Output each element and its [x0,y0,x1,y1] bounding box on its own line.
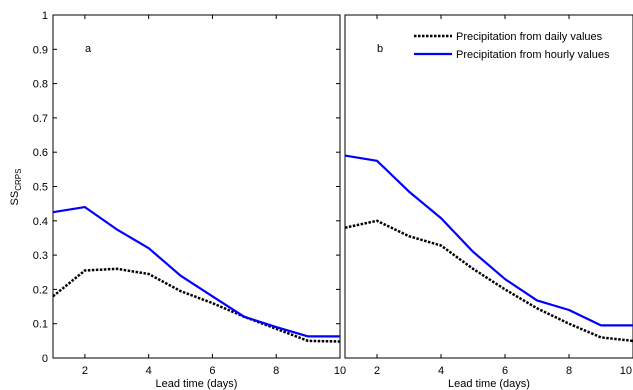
series-line-daily [344,219,633,343]
panel-b: 2 4 6 8 10 Lead time (days) b [344,14,633,390]
panel-label: a [85,43,92,55]
y-axis-label: SSCRPS [9,169,23,206]
panel-a: 0 0.1 0.2 0.3 0.4 0.5 0.6 0.7 0.8 0.9 1 2 4 6 8 10 Lead … [33,10,346,390]
y-tick-label: 0.5 [33,182,48,194]
x-tick-label: 2 [374,365,380,377]
x-tick-label: 6 [209,365,215,377]
y-tick-label: 0.8 [33,79,48,91]
x-tick-label: 8 [566,365,572,377]
x-tick-label: 10 [620,365,632,377]
y-axis-label-main: SS [9,191,21,206]
legend: Precipitation from daily values Precipita… [414,31,610,61]
x-tick-label: 4 [438,365,444,377]
y-tick-label: 0.4 [33,216,48,228]
series-line-hourly [344,154,633,327]
y-tick-label: 0.7 [33,113,48,125]
y-axis-label-subscript: CRPS [14,169,23,191]
panel-frame [344,14,633,359]
series-line-hourly [52,206,340,338]
y-tick-label: 0.1 [33,319,48,331]
y-tick-label: 0.2 [33,284,48,296]
x-tick-label: 6 [502,365,508,377]
y-tick-label: 1 [42,10,48,22]
panel-frame [52,14,341,359]
legend-label: Precipitation from daily values [456,31,603,43]
y-tick-label: 0.3 [33,250,48,262]
series-line-daily [52,267,341,343]
legend-label: Precipitation from hourly values [456,49,610,61]
y-tick-label: 0.9 [33,44,48,56]
x-tick-label: 4 [146,365,152,377]
panel-label: b [377,43,383,55]
x-axis-label: Lead time (days) [156,378,238,390]
y-tick-label: 0.6 [33,147,48,159]
x-axis-label: Lead time (days) [448,378,530,390]
x-tick-label: 8 [273,365,279,377]
x-tick-label: 2 [82,365,88,377]
x-tick-label: 10 [334,365,346,377]
y-tick-label: 0 [42,353,48,365]
